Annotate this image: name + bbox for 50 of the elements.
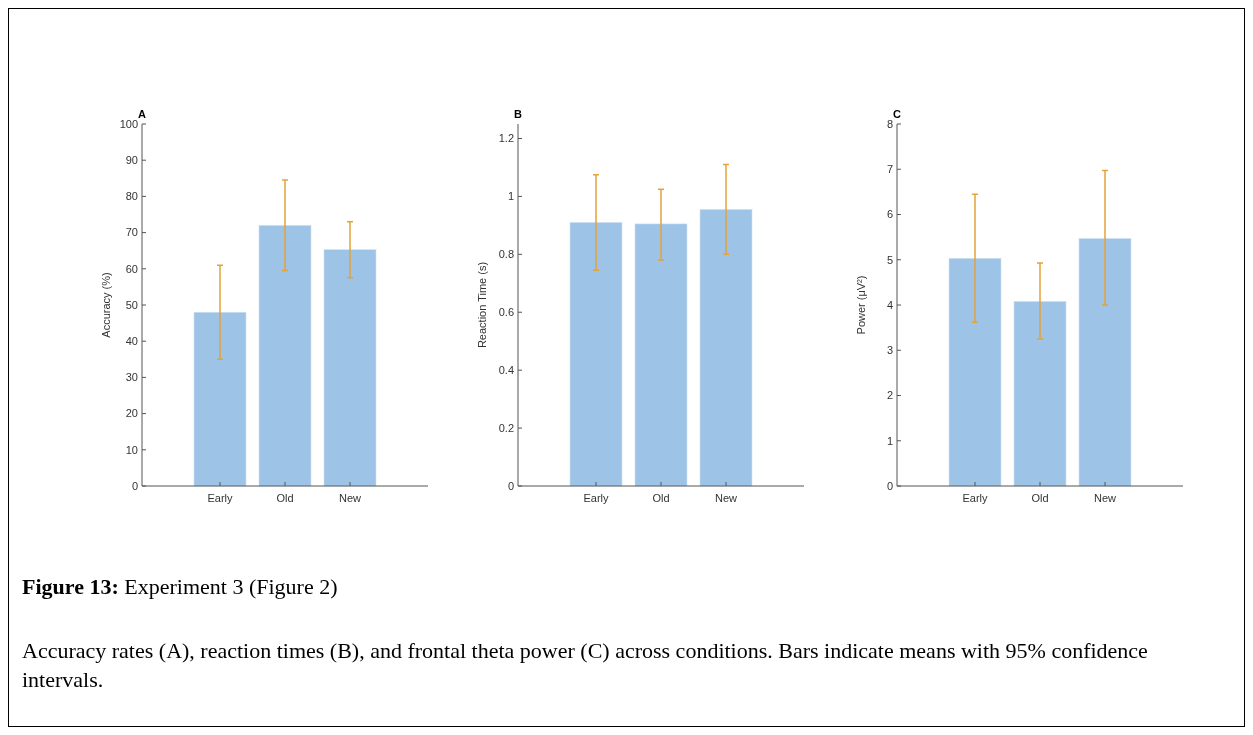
y-tick-label: 0.4	[498, 364, 514, 377]
y-axis-title: Reaction Time (s)	[476, 261, 488, 349]
x-tick-label: Early	[583, 492, 610, 504]
x-tick-label: Early	[962, 492, 989, 504]
y-tick-label: 60	[125, 262, 138, 275]
y-tick-label: 7	[886, 163, 893, 176]
bar	[1013, 301, 1067, 487]
bar	[948, 258, 1002, 487]
y-tick-label: 0	[886, 479, 893, 492]
y-tick-label: 0.8	[498, 248, 514, 261]
bar	[193, 311, 247, 487]
y-tick-label: 70	[125, 226, 138, 239]
text: Accuracy rates (A), reaction times (B), and frontal theta power (C) across conditions. Bars indicate means with 95% confidence intervals.	[22, 637, 1149, 694]
y-tick-label: 30	[125, 371, 138, 384]
x-tick-label: Old	[652, 492, 670, 504]
y-tick-label: 100	[119, 117, 138, 130]
x-tick-label: Old	[1031, 492, 1049, 504]
y-axis-title: Power (μV²)	[855, 275, 867, 335]
bar	[1078, 238, 1132, 487]
x-tick-label: New	[338, 492, 362, 504]
chart-title: A	[138, 108, 146, 120]
y-axis-title: Accuracy (%)	[100, 272, 112, 338]
chart-title: B	[514, 108, 522, 120]
y-tick-label: 0	[507, 479, 514, 492]
y-tick-label: 0.2	[498, 421, 514, 434]
y-tick-label: 50	[125, 298, 138, 311]
y-tick-label: 20	[125, 407, 138, 420]
y-tick-label: 5	[886, 253, 893, 266]
y-tick-label: 6	[886, 208, 893, 221]
y-tick-label: 10	[125, 443, 138, 456]
text: Figure 13: Experiment 3 (Figure 2)	[22, 574, 338, 599]
chart-title: C	[893, 108, 901, 120]
y-tick-label: 1	[507, 190, 514, 203]
x-tick-label: Early	[207, 492, 234, 504]
y-tick-label: 1	[886, 434, 893, 447]
x-tick-label: Old	[276, 492, 294, 504]
y-tick-label: 8	[886, 117, 893, 130]
y-tick-label: 4	[886, 298, 893, 311]
y-tick-label: 40	[125, 335, 138, 348]
bar	[323, 249, 377, 487]
y-tick-label: 80	[125, 190, 138, 203]
y-tick-label: 0.6	[498, 306, 514, 319]
y-tick-label: 0	[131, 479, 138, 492]
y-tick-label: 2	[886, 389, 893, 402]
y-tick-label: 3	[886, 344, 893, 357]
y-tick-label: 90	[125, 154, 138, 167]
y-tick-label: 1.2	[498, 132, 514, 145]
x-tick-label: New	[1093, 492, 1117, 504]
x-tick-label: New	[714, 492, 738, 504]
bar	[258, 225, 312, 487]
